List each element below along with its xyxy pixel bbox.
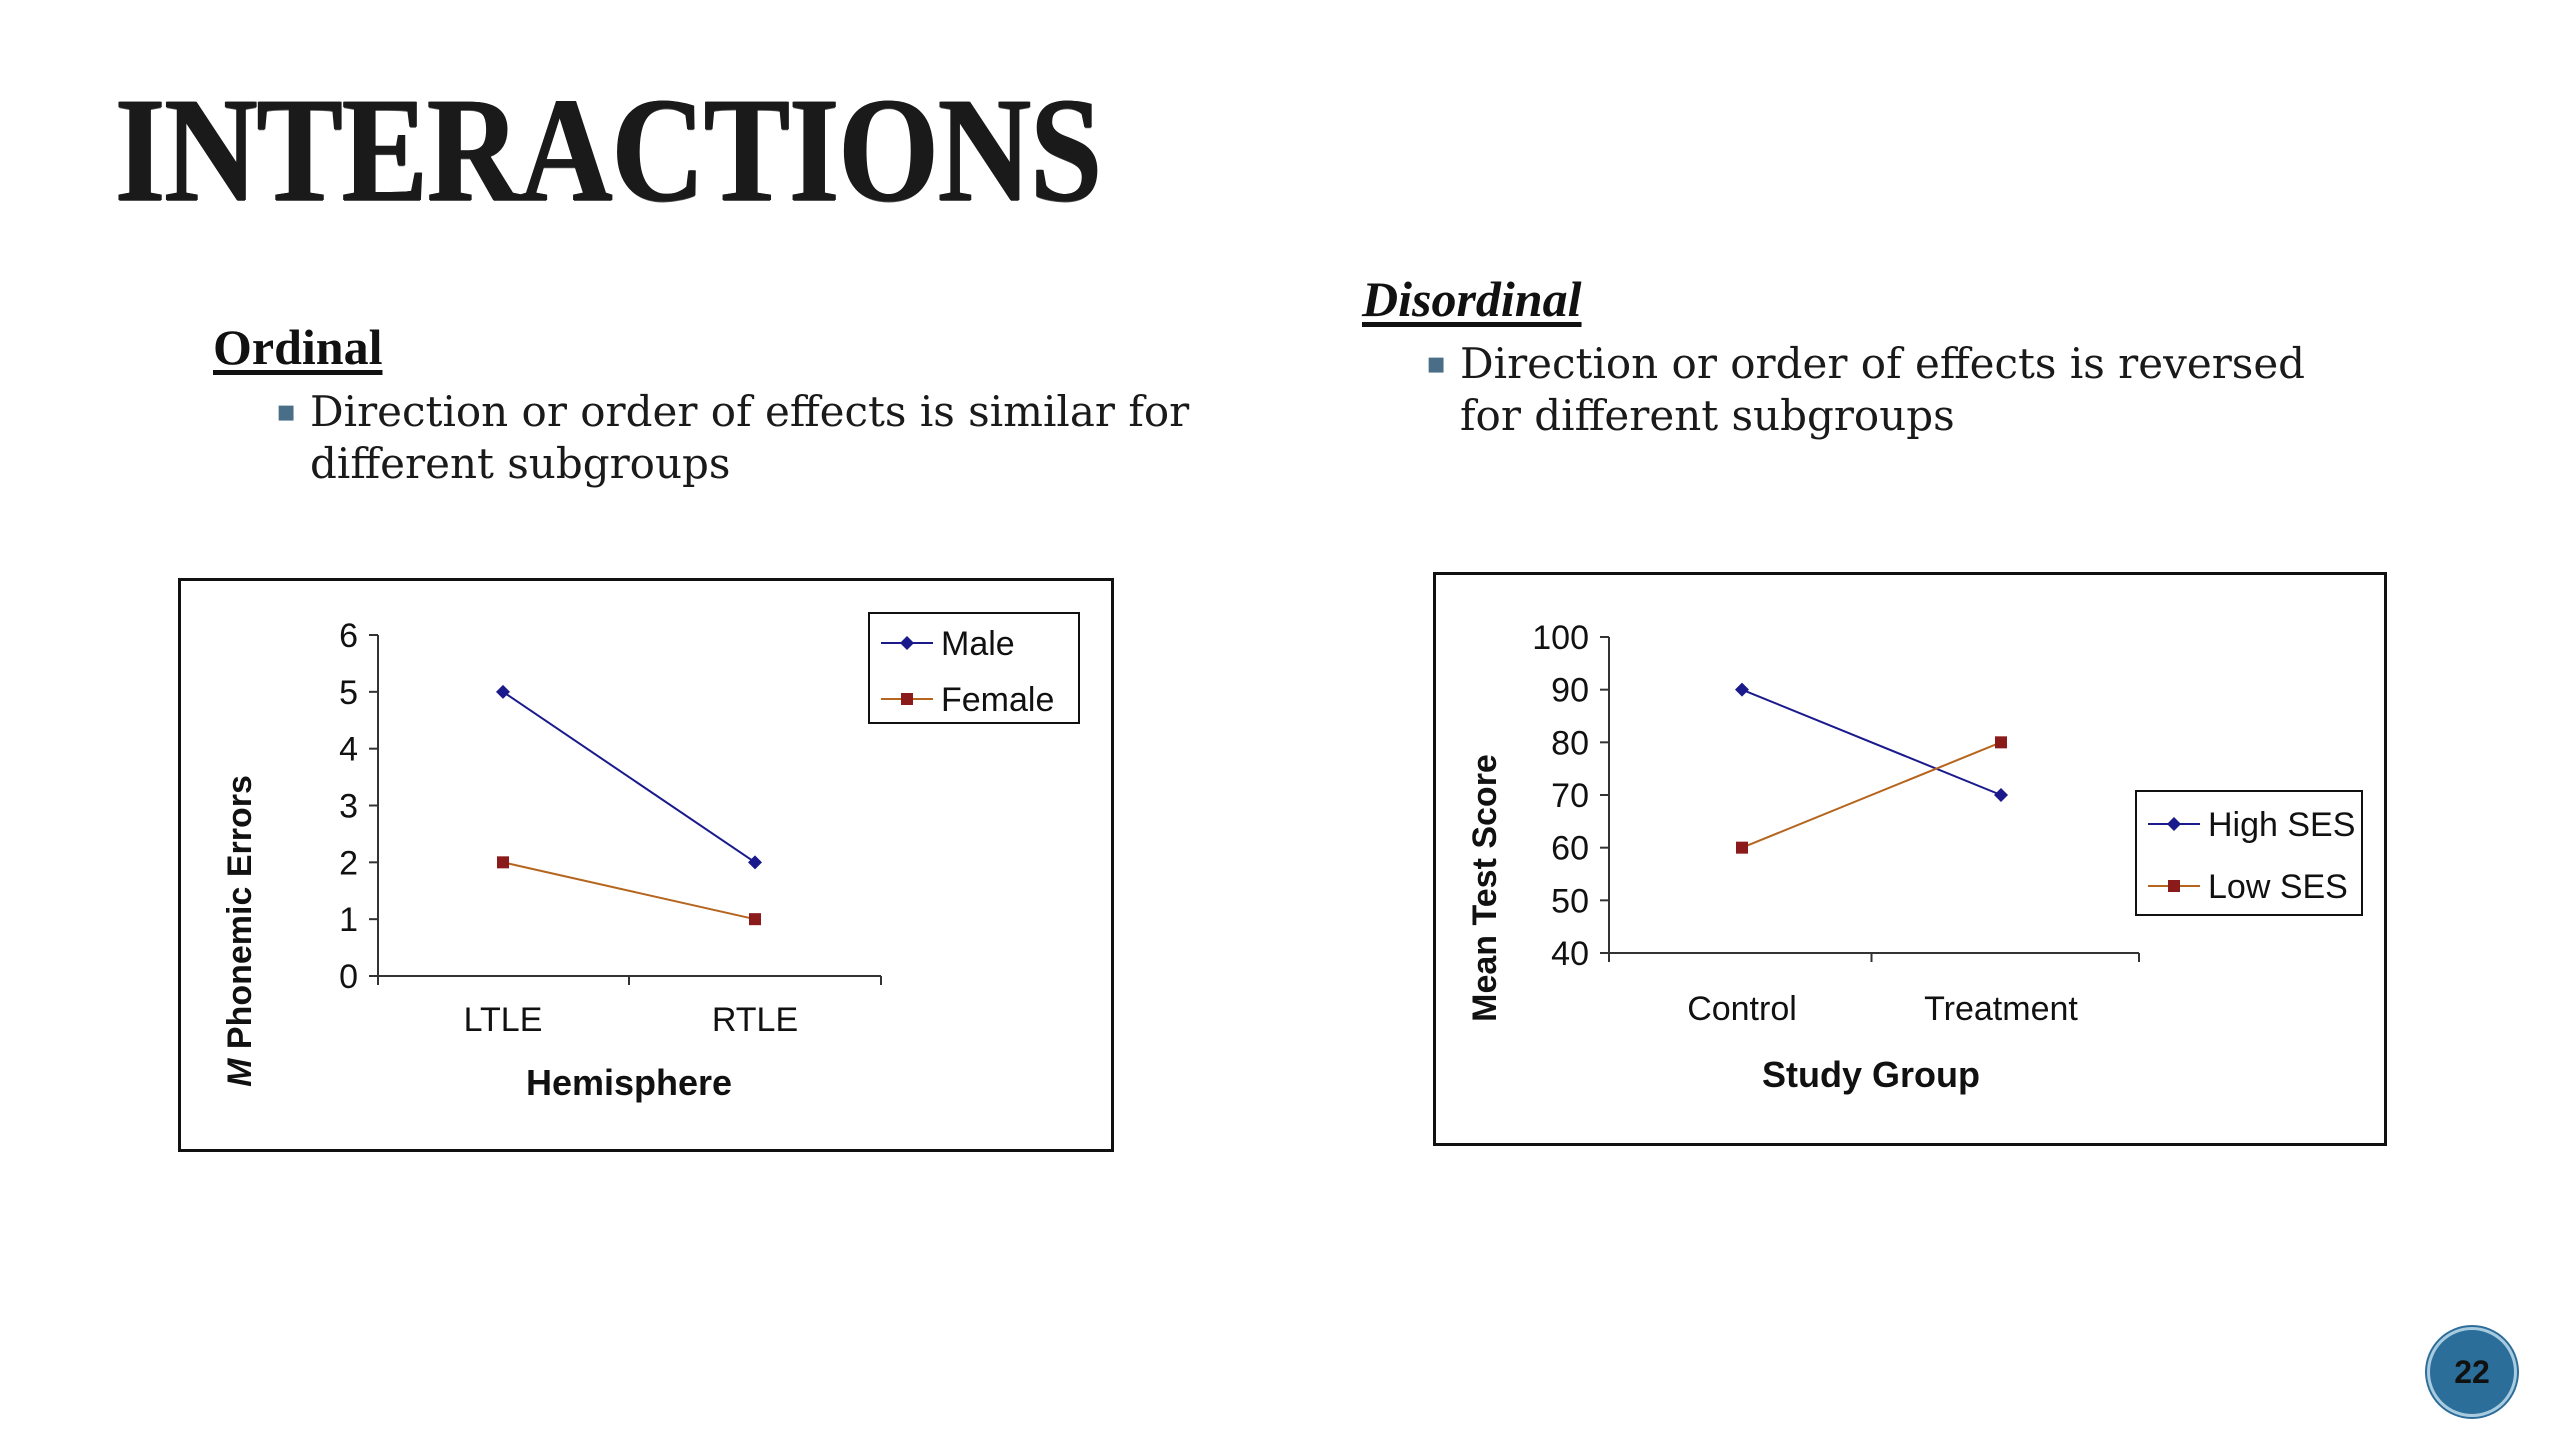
data-point [1994,788,2008,802]
ordinal-chart-svg: 0 1 2 3 4 5 6 LTLE RTLE Hemisphere M Phonemic Erro… [221,612,1080,1103]
y-tick-label: 4 [339,731,358,769]
series-line-1 [502,691,756,864]
y-tick-label: 3 [339,788,358,826]
legend-marker [2167,817,2181,831]
x-tick-label: RTLE [712,1001,798,1039]
y-axis-title: M Phonemic Errors [221,775,259,1087]
y-tick-label: 1 [339,901,358,939]
ordinal-heading: Ordinal [213,319,383,375]
disordinal-heading: Disordinal [1362,271,1582,327]
y-tick-label: 50 [1551,882,1589,920]
legend-label: High SES [2208,806,2355,844]
data-point [497,856,509,869]
y-tick-label: 100 [1532,619,1589,657]
y-axis-title-text: Phonemic Errors [221,775,259,1049]
data-point [496,684,510,699]
bullet-square-icon: ▪ [1426,346,1447,381]
y-tick-label: 60 [1551,830,1589,868]
data-point [1995,736,2007,749]
data-point [1736,841,1748,854]
disordinal-bullet: ▪ Direction or order of effects is rever… [1426,338,2360,442]
y-tick-label: 2 [339,844,358,882]
x-tick-label: LTLE [464,1001,543,1039]
y-tick-label: 70 [1551,777,1589,815]
disordinal-chart-svg: 40 50 60 70 80 90 100 Control Treatment Study Gro… [1466,619,2363,1095]
ordinal-bullet: ▪ Direction or order of effects is simil… [276,386,1210,490]
series-line-2 [502,861,756,921]
legend-marker [2168,880,2180,892]
legend-marker [901,693,913,705]
disordinal-bullet-text: Direction or order of effects is reverse… [1460,339,2306,440]
bullet-square-icon: ▪ [276,394,297,429]
y-tick-label: 6 [339,617,358,655]
legend-label: Low SES [2208,868,2348,906]
page-number-badge: 22 [2427,1327,2517,1417]
data-point [1735,682,1749,697]
data-point [748,855,762,870]
y-axis-title-italic: M [221,1049,259,1087]
ordinal-bullet-text: Direction or order of effects is similar… [310,387,1190,488]
x-tick-label: Treatment [1924,990,2078,1028]
series-line-2 [1741,741,2002,849]
y-axis-title: Mean Test Score [1466,754,1504,1022]
ordinal-chart: 0 1 2 3 4 5 6 LTLE RTLE Hemisphere M Phonemic Erro… [178,578,1114,1152]
y-tick-label: 90 [1551,672,1589,710]
y-tick-label: 5 [339,674,358,712]
x-axis-title: Hemisphere [526,1062,732,1103]
legend-marker [900,636,914,650]
legend-label: Male [941,625,1015,663]
slide-title: INTERACTIONS [115,67,1102,233]
disordinal-chart: 40 50 60 70 80 90 100 Control Treatment Study Gro… [1433,572,2387,1146]
series-line-1 [1741,688,2002,796]
x-axis-title: Study Group [1762,1054,1980,1095]
x-tick-label: Control [1687,990,1797,1028]
y-tick-label: 40 [1551,935,1589,973]
legend-label: Female [941,681,1054,719]
y-tick-label: 0 [339,958,358,996]
y-tick-label: 80 [1551,724,1589,762]
legend-box [2135,790,2363,916]
data-point [749,913,761,926]
